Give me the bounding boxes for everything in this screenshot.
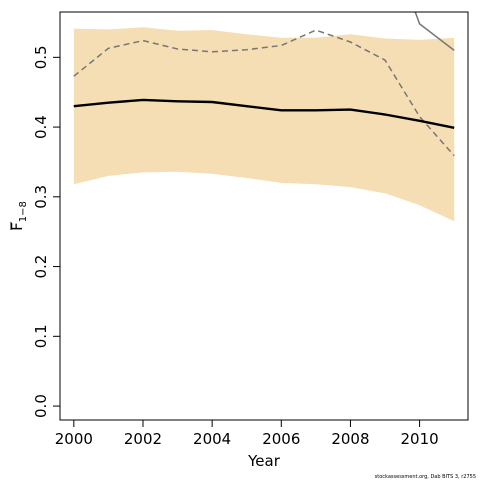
y-axis-title: F1−8 (8, 201, 29, 231)
x-axis-title: Year (247, 452, 281, 470)
confidence-band (73, 27, 455, 222)
y-tick-label: 0.5 (32, 45, 50, 69)
y-tick-label: 0.4 (32, 115, 50, 139)
dashed-series-line (73, 29, 455, 157)
x-tick-label: 2002 (124, 430, 162, 448)
y-tick-label: 0.3 (32, 185, 50, 209)
y-tick-label: 0.0 (32, 394, 50, 418)
svg-text:F1−8: F1−8 (8, 201, 29, 231)
footer-credit: stockassessment.org, Dab BITS 3, r2755 (375, 474, 476, 480)
x-tick-label: 2006 (262, 430, 300, 448)
x-tick-label: 2004 (193, 430, 231, 448)
y-axis-title-subscript: 1−8 (18, 201, 29, 222)
grey-solid-series-line (414, 12, 455, 51)
y-tick-label: 0.2 (32, 255, 50, 279)
estimate-line (73, 98, 455, 129)
y-tick-label: 0.1 (32, 324, 50, 348)
x-tick-label: 2000 (55, 430, 93, 448)
y-axis-title-main: F (8, 222, 26, 231)
x-tick-label: 2010 (400, 430, 438, 448)
x-tick-label: 2008 (331, 430, 369, 448)
